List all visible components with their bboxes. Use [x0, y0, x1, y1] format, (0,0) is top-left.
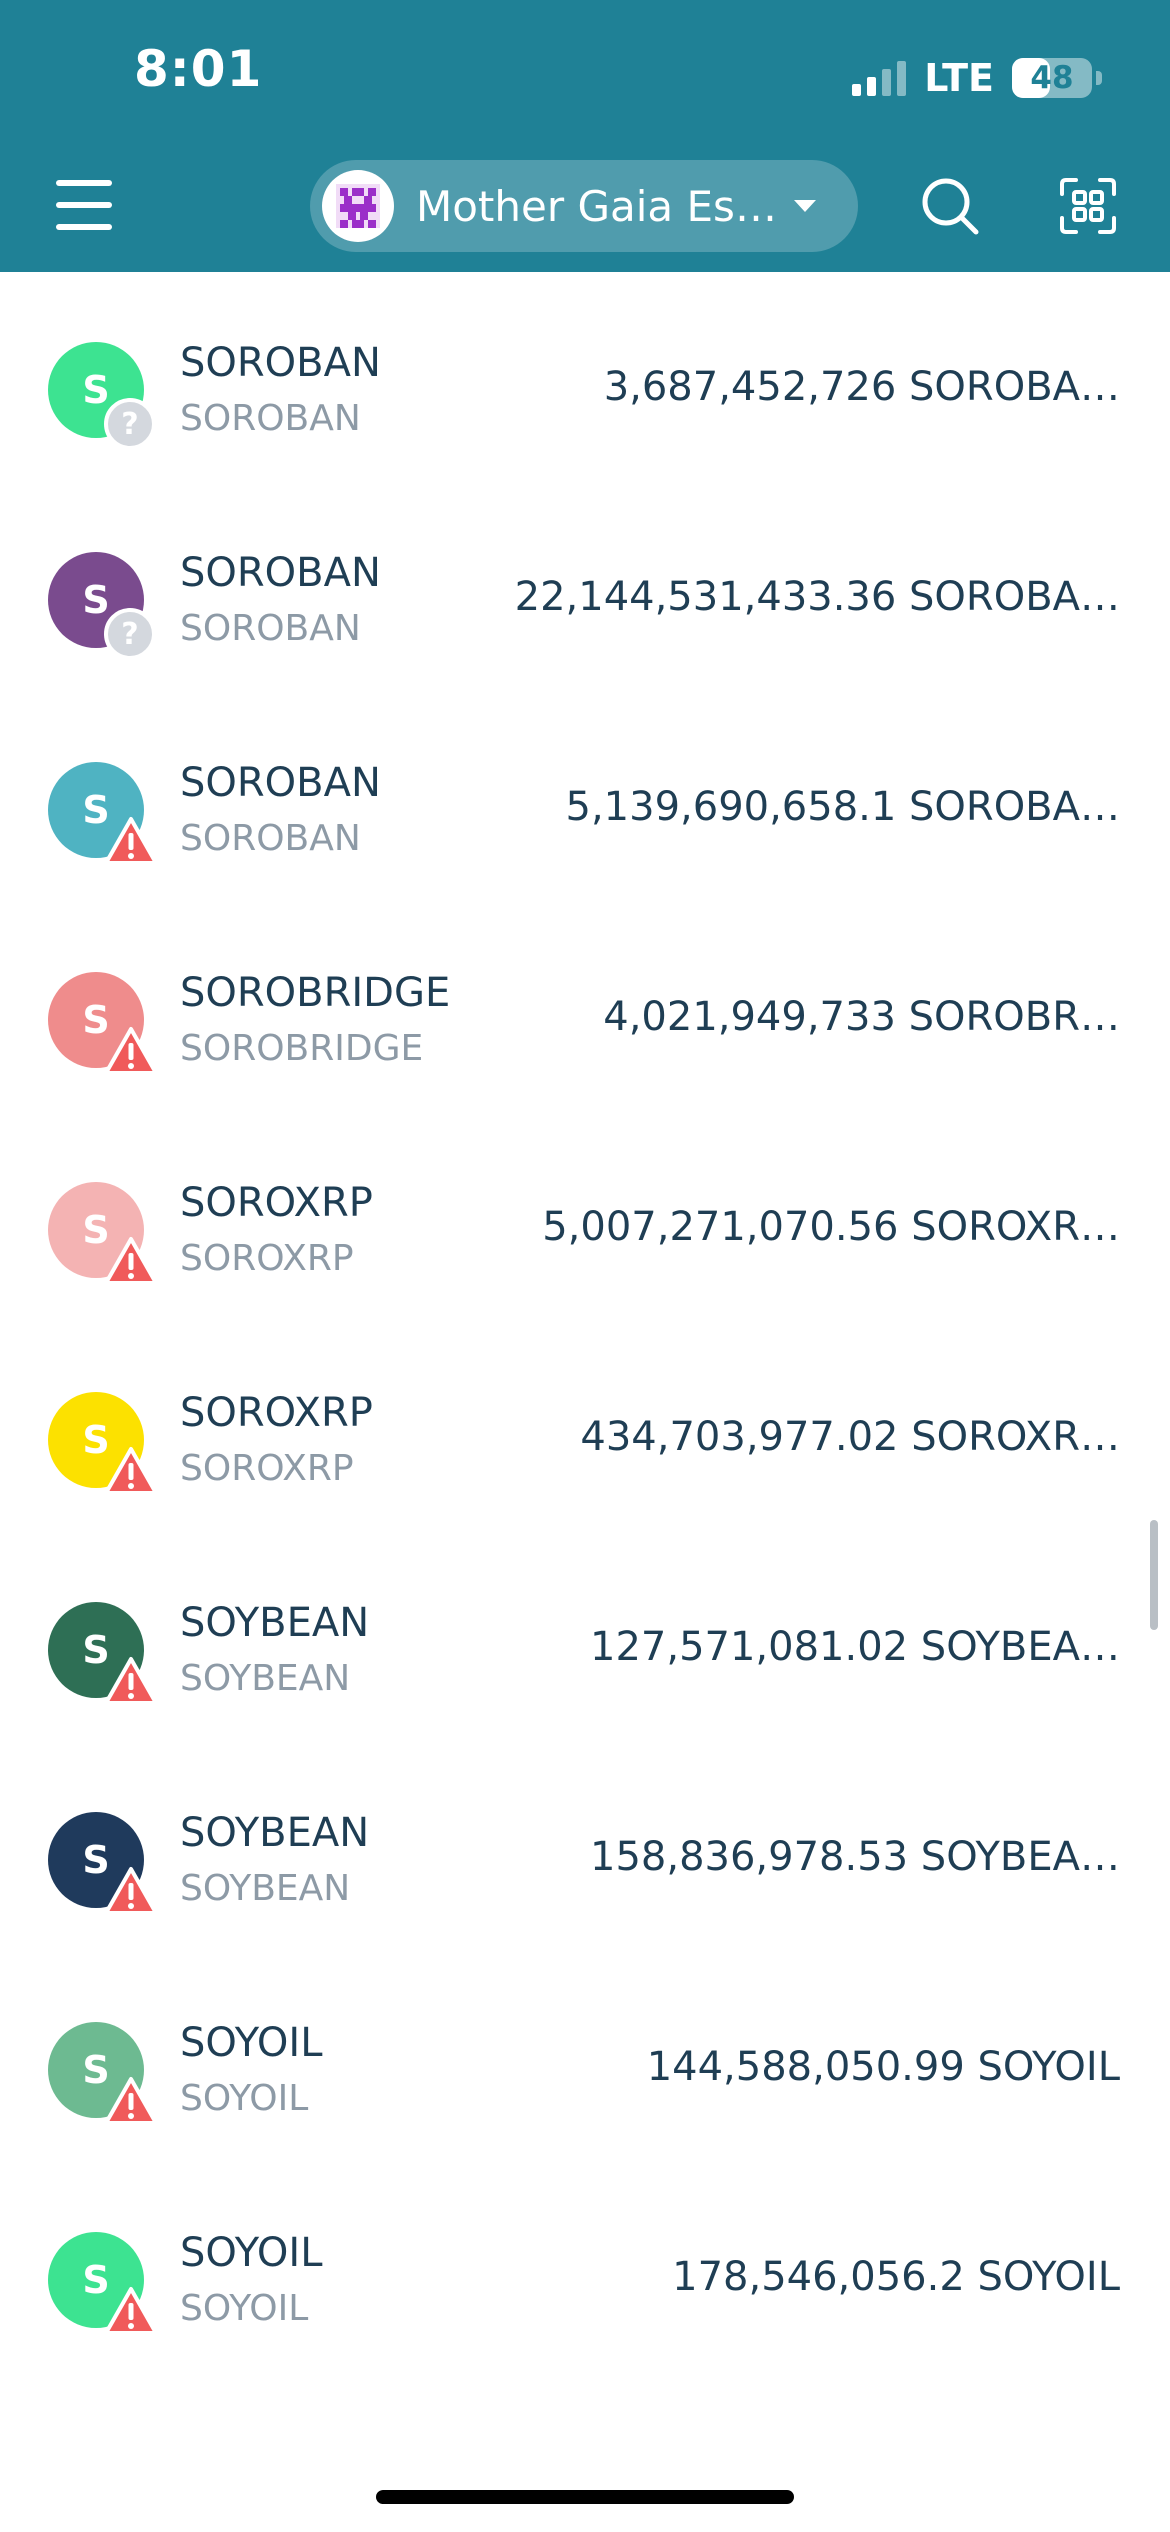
asset-icon-letter: S — [82, 1628, 110, 1672]
scroll-indicator[interactable] — [1150, 1520, 1158, 1630]
signal-icon — [852, 60, 907, 96]
warning-icon — [104, 816, 158, 866]
asset-balance: 5,139,690,658.1 SOROBA… — [565, 784, 1120, 830]
asset-icon-letter: S — [82, 368, 110, 412]
asset-code: SOROBAN — [180, 550, 381, 596]
asset-row[interactable]: S? SOROBAN SOROBAN 22,144,531,433.36 SOROBA… — [0, 482, 1170, 692]
home-indicator[interactable] — [376, 2490, 794, 2504]
asset-issuer: SOYOIL — [180, 2288, 309, 2329]
asset-row[interactable]: S SOYBEAN SOYBEAN 158,836,978.53 SOYBEA… — [0, 1742, 1170, 1952]
asset-row[interactable]: S SOROBAN SOROBAN 5,139,690,658.1 SOROBA… — [0, 692, 1170, 902]
hamburger-menu-icon[interactable] — [56, 180, 112, 230]
asset-code: SOROBAN — [180, 340, 381, 386]
battery-icon: 48 — [1012, 58, 1102, 98]
asset-row[interactable]: S SOYBEAN SOYBEAN 127,571,081.02 SOYBEA… — [0, 1532, 1170, 1742]
account-avatar-icon — [322, 170, 394, 242]
asset-balance: 158,836,978.53 SOYBEA… — [590, 1834, 1120, 1880]
asset-balance: 3,687,452,726 SOROBA… — [603, 364, 1120, 410]
asset-row[interactable]: S SOROBRIDGE SOROBRIDGE 4,021,949,733 SOROB… — [0, 902, 1170, 1112]
asset-row[interactable]: S SOROXRP SOROXRP 5,007,271,070.56 SOROXR… — [0, 1112, 1170, 1322]
warning-icon — [104, 1656, 158, 1706]
asset-issuer: SOYBEAN — [180, 1658, 351, 1699]
asset-issuer: SOROBAN — [180, 818, 361, 859]
warning-icon — [104, 2076, 158, 2126]
asset-issuer: SOROBRIDGE — [180, 1028, 424, 1069]
warning-icon — [104, 1446, 158, 1496]
asset-row[interactable]: S? SOROBAN SOROBAN 3,687,452,726 SOROBA… — [0, 272, 1170, 482]
asset-code: SOROBRIDGE — [180, 970, 451, 1016]
asset-balance: 22,144,531,433.36 SOROBA… — [514, 574, 1120, 620]
asset-issuer: SOROXRP — [180, 1448, 354, 1489]
asset-code: SOYOIL — [180, 2230, 323, 2276]
asset-issuer: SOROXRP — [180, 1238, 354, 1279]
asset-issuer: SOROBAN — [180, 608, 361, 649]
asset-code: SOYBEAN — [180, 1810, 370, 1856]
asset-icon-letter: S — [82, 578, 110, 622]
asset-issuer: SOROBAN — [180, 398, 361, 439]
asset-row[interactable]: S SOYOIL SOYOIL 178,546,056.2 SOYOIL — [0, 2162, 1170, 2372]
asset-balance: 144,588,050.99 SOYOIL — [646, 2044, 1120, 2090]
asset-code: SOROXRP — [180, 1390, 373, 1436]
asset-issuer: SOYBEAN — [180, 1868, 351, 1909]
asset-icon: S — [48, 342, 144, 438]
asset-row[interactable]: S SOROXRP SOROXRP 434,703,977.02 SOROXR… — [0, 1322, 1170, 1532]
app-header: 8:01 LTE 48 — [0, 0, 1170, 272]
warning-icon — [104, 2286, 158, 2336]
account-name: Mother Gaia Es… — [416, 181, 777, 231]
status-time: 8:01 — [134, 40, 263, 98]
unknown-asset-icon: ? — [104, 398, 156, 450]
asset-icon-letter: S — [82, 1838, 110, 1882]
warning-icon — [104, 1026, 158, 1076]
warning-icon — [104, 1236, 158, 1286]
asset-icon-letter: S — [82, 2258, 110, 2302]
warning-icon — [104, 1866, 158, 1916]
asset-icon-letter: S — [82, 1208, 110, 1252]
qr-scan-icon[interactable] — [1058, 176, 1118, 236]
asset-issuer: SOYOIL — [180, 2078, 309, 2119]
search-icon[interactable] — [920, 176, 980, 236]
asset-icon-letter: S — [82, 998, 110, 1042]
asset-row[interactable]: S SOYOIL SOYOIL 144,588,050.99 SOYOIL — [0, 1952, 1170, 2162]
asset-icon: S — [48, 2022, 144, 2118]
asset-icon-letter: S — [82, 788, 110, 832]
asset-code: SOROXRP — [180, 1180, 373, 1226]
unknown-asset-icon: ? — [104, 608, 156, 660]
asset-code: SOROBAN — [180, 760, 381, 806]
battery-level: 48 — [1030, 60, 1074, 96]
asset-balance: 5,007,271,070.56 SOROXR… — [542, 1204, 1120, 1250]
chevron-down-icon — [794, 200, 816, 212]
asset-code: SOYBEAN — [180, 1600, 370, 1646]
account-selector[interactable]: Mother Gaia Es… — [310, 160, 858, 252]
asset-balance: 127,571,081.02 SOYBEA… — [590, 1624, 1120, 1670]
network-label: LTE — [924, 56, 994, 100]
asset-icon-letter: S — [82, 2048, 110, 2092]
asset-balance: 4,021,949,733 SOROBR… — [603, 994, 1120, 1040]
asset-code: SOYOIL — [180, 2020, 323, 2066]
asset-balance: 178,546,056.2 SOYOIL — [672, 2254, 1120, 2300]
status-indicators: LTE 48 — [852, 54, 1102, 102]
asset-balance: 434,703,977.02 SOROXR… — [580, 1414, 1120, 1460]
asset-icon-letter: S — [82, 1418, 110, 1462]
